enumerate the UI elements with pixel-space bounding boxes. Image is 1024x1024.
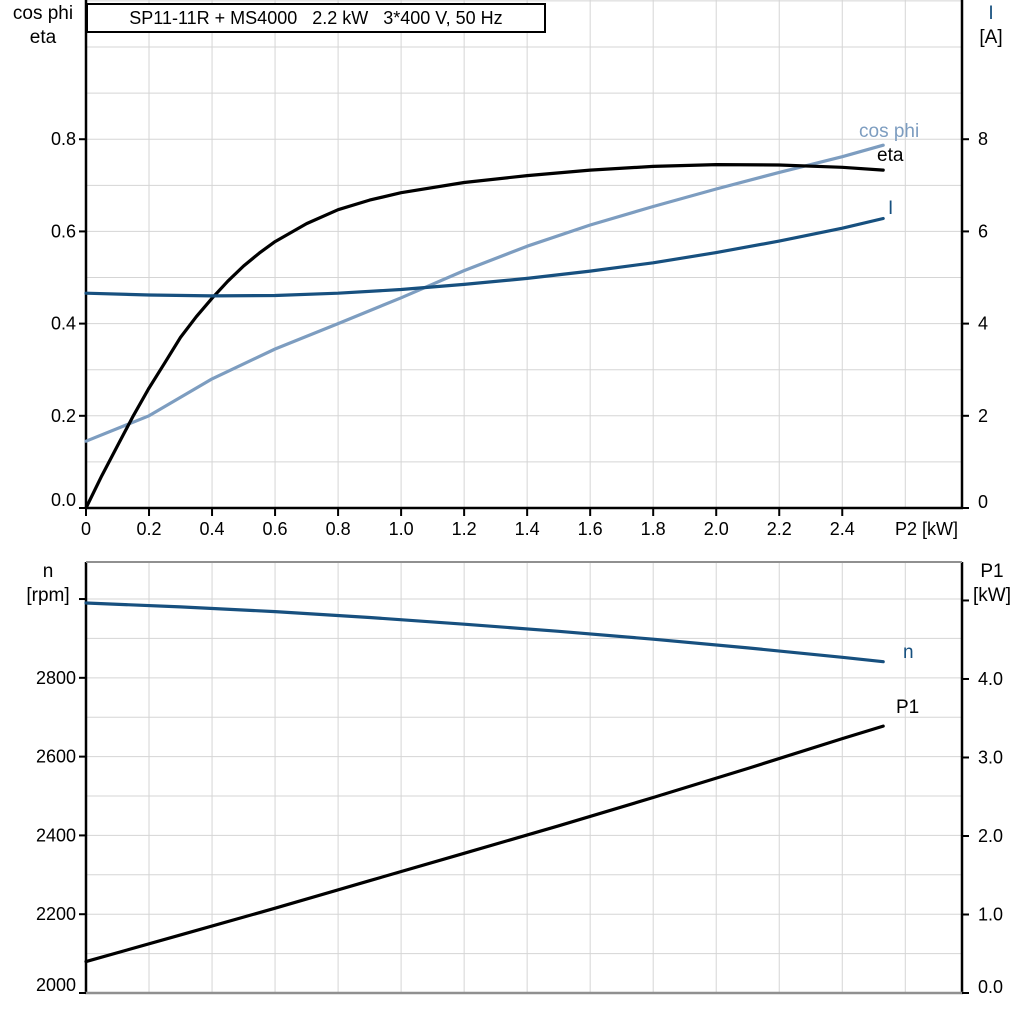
- i-curve: [84, 216, 885, 298]
- tick-label: 4: [978, 314, 988, 334]
- tick-label: 2.0: [978, 826, 1003, 846]
- left-axis-title-line1: n: [42, 561, 54, 582]
- tick-label: 1.6: [578, 519, 603, 539]
- i-curve-label: I: [888, 198, 893, 219]
- right-axis-title-line1: P1: [980, 561, 1004, 582]
- tick-label: 3.0: [978, 747, 1003, 767]
- bottom-chart: 2000 2200 2400 2600 2800 0.0 1.0 2.0 3.0 4.0 n P1: [36, 561, 1003, 997]
- gridlines: [86, 562, 962, 993]
- tick-label: 0.8: [326, 519, 351, 539]
- tick-label: 0: [81, 519, 91, 539]
- tick-label: 2400: [36, 825, 76, 845]
- tick-labels: 2000 2200 2400 2600 2800 0.0 1.0 2.0 3.0 4.0: [36, 668, 1003, 997]
- tick-label: 2600: [36, 747, 76, 767]
- tick-label: 8: [978, 129, 988, 149]
- cos-phi-curve-label: cos phi: [859, 121, 919, 142]
- bottom-chart-right-axis-title: P1 [kW]: [962, 560, 1022, 608]
- tick-label: 2.0: [704, 519, 729, 539]
- left-axis-title-line1: cos phi: [12, 3, 74, 24]
- tick-label: 0.8: [51, 129, 76, 149]
- tick-label: 1.0: [389, 519, 414, 539]
- tick-label: 0.0: [978, 977, 1003, 997]
- tick-label: 2800: [36, 668, 76, 688]
- tick-label: 6: [978, 221, 988, 241]
- axes: [84, 561, 964, 995]
- p1-curve: [84, 724, 885, 964]
- tick-label: 0.0: [51, 490, 76, 510]
- x-axis-label: P2 [kW]: [895, 519, 958, 539]
- top-chart-right-axis-title: I [A]: [962, 2, 1020, 50]
- tick-label: 0: [978, 492, 988, 512]
- axes: [84, 0, 964, 510]
- tick-label: 1.4: [515, 519, 540, 539]
- tick-label: 4.0: [978, 669, 1003, 689]
- n-curve: [84, 601, 885, 664]
- gridlines: [86, 0, 962, 508]
- eta-curve-label: eta: [877, 145, 904, 166]
- right-axis-title-line1: I: [988, 3, 994, 24]
- tick-label: 0.4: [200, 519, 225, 539]
- tick-label: 0.2: [51, 406, 76, 426]
- tick-labels: 0.0 0.2 0.4 0.6 0.8 0 2 4 6 8 0 0.2 0.4 0.6 0.8 1.0 1.2 1…: [51, 129, 988, 539]
- chart-title-box: SP11-11R + MS4000 2.2 kW 3*400 V, 50 Hz: [86, 3, 546, 33]
- left-axis-title-line2: eta: [29, 27, 57, 48]
- right-axis-title-line2: [A]: [979, 27, 1003, 48]
- right-axis-title-line2: [kW]: [973, 585, 1011, 606]
- tick-label: 2200: [36, 904, 76, 924]
- tick-label: 2: [978, 406, 988, 426]
- bottom-chart-left-axis-title: n [rpm]: [6, 560, 90, 608]
- tick-label: 1.0: [978, 904, 1003, 924]
- tick-label: 0.4: [51, 314, 76, 334]
- tick-label: 2.2: [767, 519, 792, 539]
- top-chart: 0.0 0.2 0.4 0.6 0.8 0 2 4 6 8 0 0.2 0.4 0.6 0.8 1.0 1.2 1…: [51, 0, 988, 539]
- tick-label: 1.8: [641, 519, 666, 539]
- tick-label: 2.4: [830, 519, 855, 539]
- tick-label: 2000: [36, 975, 76, 995]
- tick-label: 0.2: [137, 519, 162, 539]
- cos-phi-curve: [84, 143, 885, 443]
- eta-curve: [84, 163, 885, 510]
- tick-label: 1.2: [452, 519, 477, 539]
- ticks: [79, 138, 969, 516]
- tick-label: 0.6: [51, 221, 76, 241]
- top-chart-left-axis-title: cos phi eta: [2, 2, 84, 50]
- ticks: [79, 598, 969, 994]
- n-curve-label: n: [903, 642, 914, 663]
- chart-title: SP11-11R + MS4000 2.2 kW 3*400 V, 50 Hz: [129, 7, 503, 28]
- tick-label: 0.6: [263, 519, 288, 539]
- left-axis-title-line2: [rpm]: [26, 585, 70, 606]
- p1-curve-label: P1: [896, 697, 919, 718]
